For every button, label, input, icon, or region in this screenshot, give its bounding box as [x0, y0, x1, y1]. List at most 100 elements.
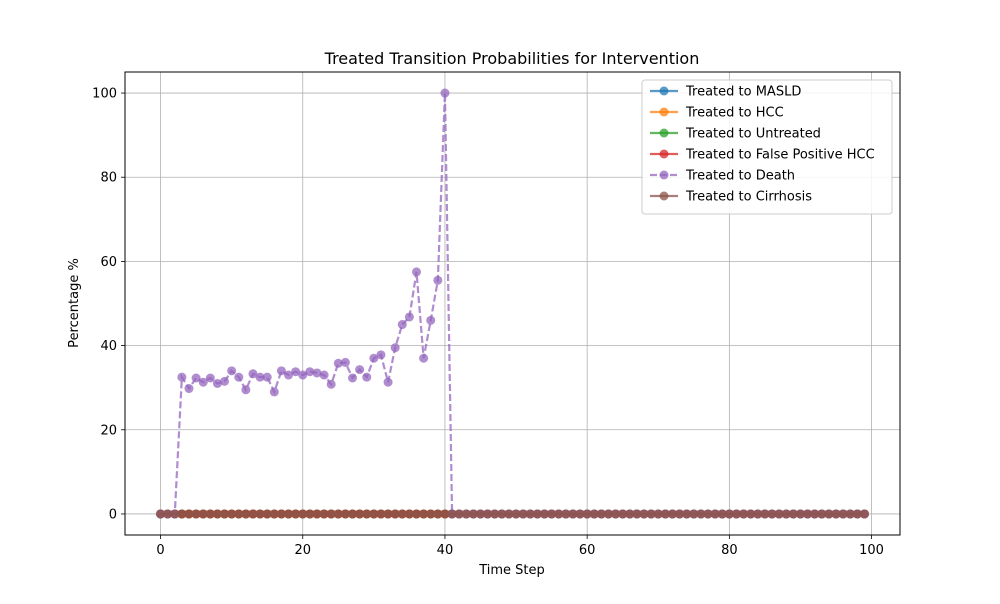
- data-point: [810, 509, 820, 519]
- data-point: [412, 267, 422, 277]
- data-point: [340, 509, 350, 519]
- data-point: [355, 509, 365, 519]
- data-point: [682, 509, 692, 519]
- data-point: [845, 509, 855, 519]
- data-point: [326, 509, 336, 519]
- data-point: [461, 509, 471, 519]
- legend-label: Treated to False Positive HCC: [685, 148, 875, 163]
- legend-marker: [659, 128, 669, 138]
- data-point: [383, 509, 393, 519]
- data-point: [227, 366, 237, 376]
- data-point: [675, 509, 685, 519]
- legend-box: [641, 79, 893, 215]
- data-point: [333, 509, 343, 519]
- data-point: [205, 509, 215, 519]
- data-point: [717, 509, 727, 519]
- data-point: [767, 509, 777, 519]
- data-point: [220, 509, 230, 519]
- legend-marker: [659, 107, 669, 117]
- data-point: [191, 373, 201, 383]
- data-point: [760, 509, 770, 519]
- data-point: [589, 509, 599, 519]
- data-point: [220, 376, 230, 386]
- legend-marker: [659, 86, 669, 96]
- data-point: [262, 509, 272, 519]
- data-point: [234, 372, 244, 382]
- data-point: [440, 509, 450, 519]
- data-point: [255, 372, 265, 382]
- legend-label: Treated to Death: [685, 169, 795, 184]
- data-point: [532, 509, 542, 519]
- data-point: [319, 370, 329, 380]
- data-point: [724, 509, 734, 519]
- data-point: [518, 509, 528, 519]
- data-point: [476, 509, 485, 519]
- data-point: [269, 387, 279, 397]
- data-point: [774, 509, 784, 519]
- data-point: [561, 509, 571, 519]
- x-tick-label: 40: [437, 543, 454, 558]
- data-point: [824, 509, 834, 519]
- data-point: [731, 509, 741, 519]
- data-point: [788, 509, 798, 519]
- data-point: [340, 357, 350, 367]
- data-point: [426, 315, 436, 325]
- data-point: [348, 509, 358, 519]
- data-point: [376, 509, 386, 519]
- y-tick-label: 0: [109, 507, 117, 522]
- data-point: [419, 353, 429, 363]
- data-point: [163, 509, 173, 519]
- y-tick-label: 100: [92, 87, 117, 102]
- x-tick-label: 60: [579, 543, 596, 558]
- data-point: [156, 509, 166, 519]
- data-point: [276, 366, 286, 376]
- data-point: [184, 509, 194, 519]
- data-point: [454, 509, 464, 519]
- data-point: [468, 509, 478, 519]
- data-point: [291, 509, 301, 519]
- data-point: [525, 509, 535, 519]
- data-point: [198, 509, 208, 519]
- data-point: [255, 509, 265, 519]
- data-point: [739, 509, 749, 519]
- legend-item: Treated to Untreated: [650, 127, 821, 142]
- data-point: [831, 509, 841, 519]
- data-point: [412, 509, 422, 519]
- data-point: [305, 509, 315, 519]
- y-tick-label: 80: [100, 171, 117, 186]
- data-point: [703, 509, 713, 519]
- data-point: [618, 509, 628, 519]
- y-tick-label: 20: [100, 423, 117, 438]
- data-point: [852, 509, 862, 519]
- data-point: [355, 365, 365, 375]
- data-point: [838, 509, 848, 519]
- data-point: [582, 509, 592, 519]
- data-point: [447, 509, 457, 519]
- data-point: [177, 509, 187, 519]
- data-point: [369, 353, 379, 363]
- data-point: [803, 509, 813, 519]
- data-point: [490, 509, 500, 519]
- data-point: [248, 369, 258, 379]
- data-point: [404, 312, 414, 322]
- data-point: [212, 509, 222, 519]
- data-point: [419, 509, 429, 519]
- data-point: [426, 509, 436, 519]
- legend-marker: [659, 191, 669, 201]
- legend-label: Treated to Untreated: [685, 127, 821, 142]
- legend-label: Treated to MASLD: [685, 85, 801, 100]
- data-point: [689, 509, 699, 519]
- data-point: [660, 509, 670, 519]
- data-point: [227, 509, 237, 519]
- data-point: [212, 378, 222, 388]
- legend-label: Treated to Cirrhosis: [685, 190, 812, 205]
- series-group: [156, 88, 869, 519]
- data-point: [504, 509, 514, 519]
- data-point: [177, 372, 187, 382]
- data-point: [575, 509, 585, 519]
- data-point: [433, 509, 443, 519]
- data-point: [632, 509, 642, 519]
- data-point: [241, 509, 251, 519]
- y-tick-label: 60: [100, 255, 117, 270]
- data-point: [483, 509, 493, 519]
